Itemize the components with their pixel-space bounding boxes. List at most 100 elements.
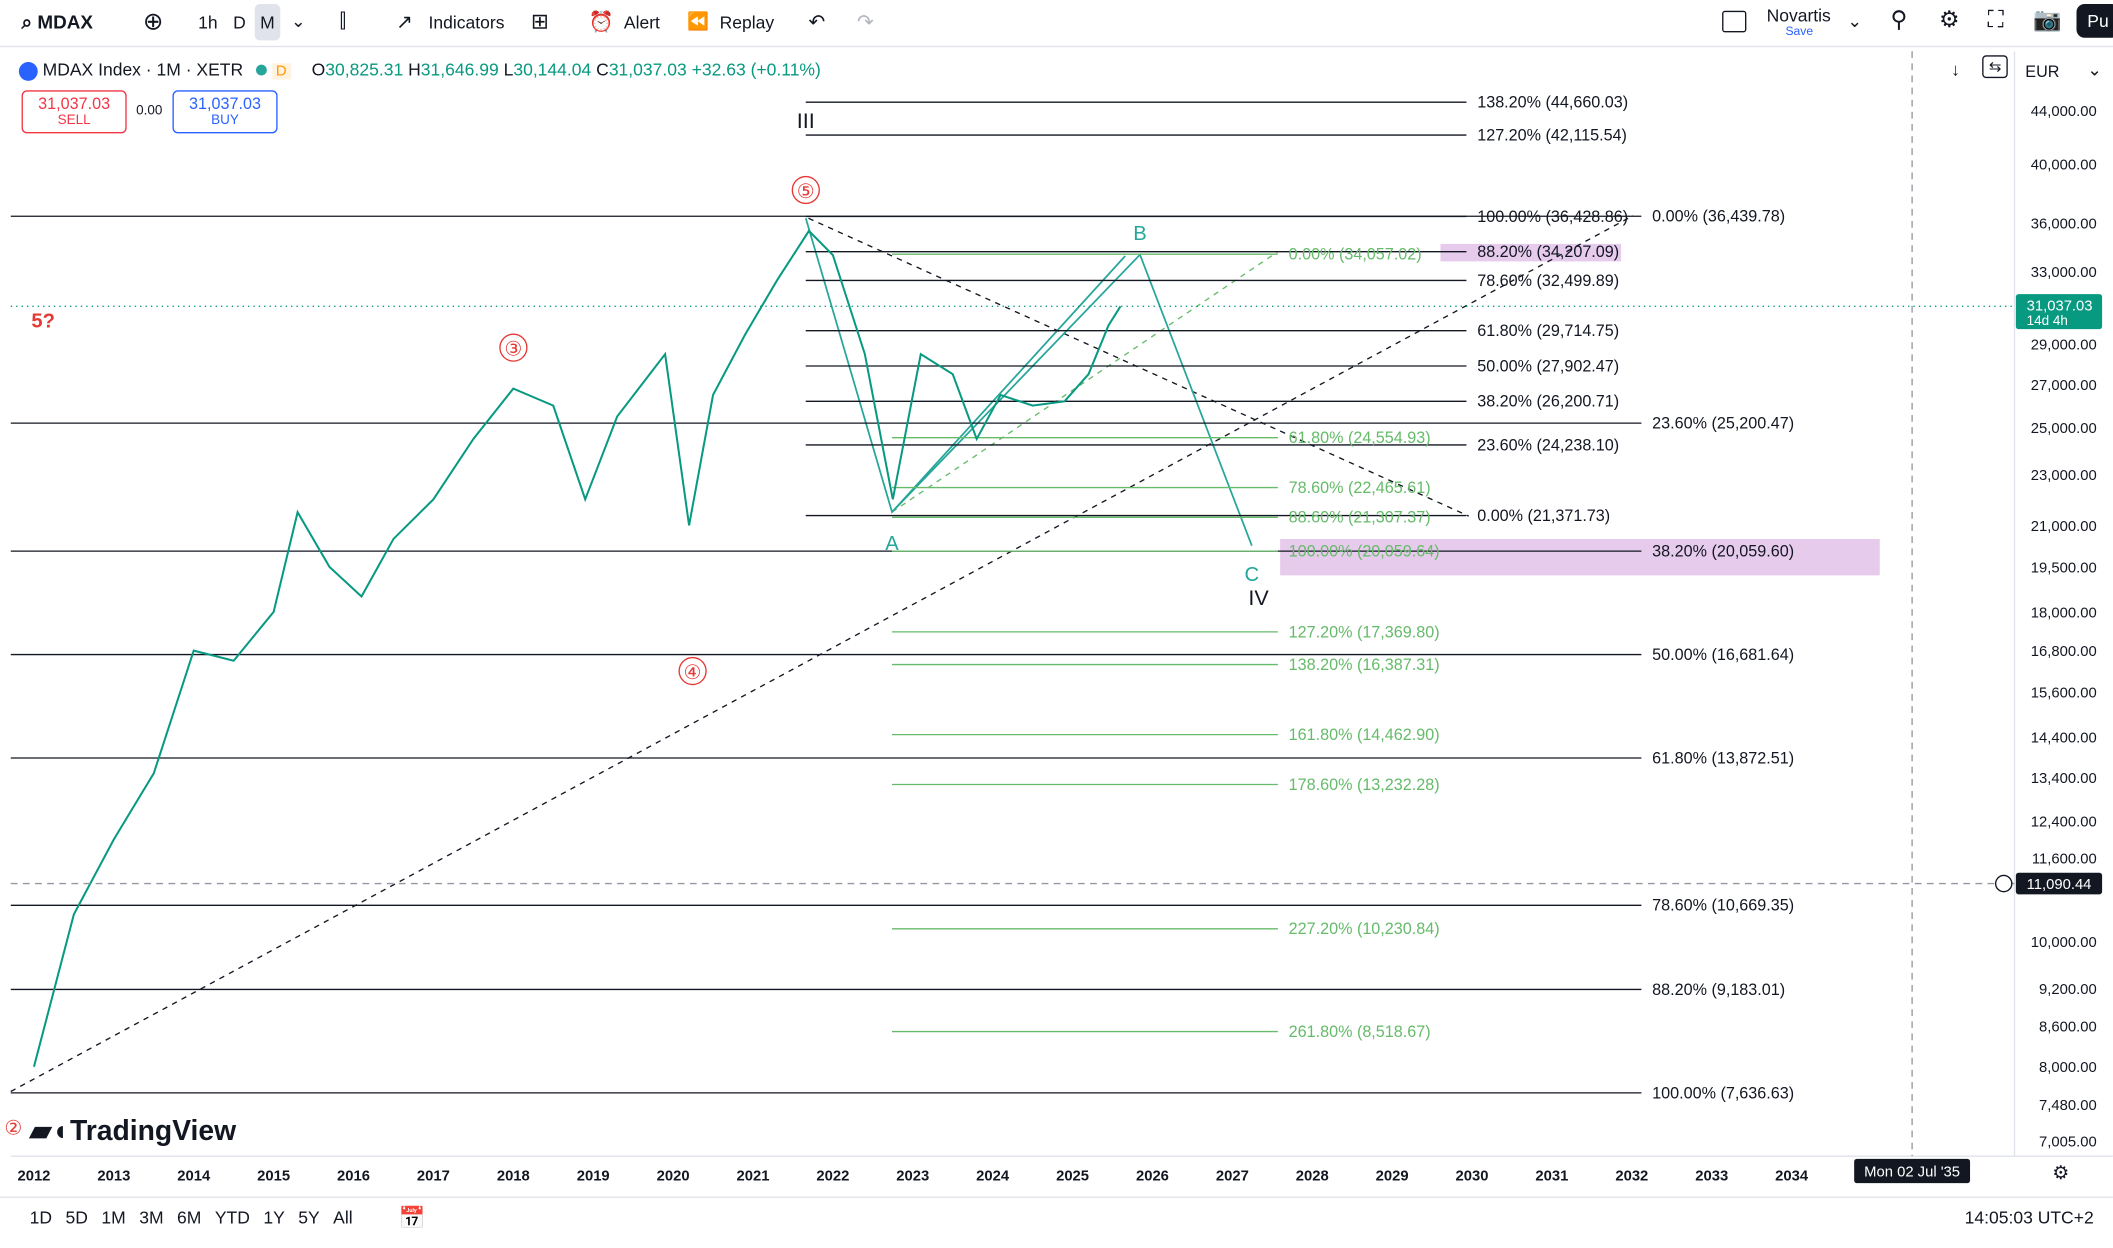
y-tick-label: 27,000.00 xyxy=(2031,378,2097,394)
range-button[interactable]: 6M xyxy=(177,1207,202,1228)
wave-label: C xyxy=(1245,564,1260,586)
sell-button[interactable]: 31,037.03 SELL xyxy=(21,90,127,134)
wave-circle xyxy=(678,656,707,686)
indicators[interactable]: Indicators xyxy=(428,12,505,33)
range-button[interactable]: 1M xyxy=(101,1207,126,1228)
clock: 14:05:03 UTC+2 xyxy=(1964,1207,2094,1228)
snapshot[interactable]: 📷 xyxy=(2033,6,2062,33)
y-tick-label: 29,000.00 xyxy=(2031,338,2097,354)
undo[interactable]: ↶ xyxy=(808,10,826,34)
replay-icon[interactable]: ⏪ xyxy=(687,10,710,31)
range-button[interactable]: All xyxy=(333,1207,353,1228)
ohlc-label: H xyxy=(408,59,421,80)
scroll-down[interactable]: ↓ xyxy=(1951,59,1960,80)
buy-label[interactable]: BUY xyxy=(211,113,239,129)
brand-logo: ▰◖ xyxy=(29,1114,69,1146)
fib-label: 61.80% (13,872.51) xyxy=(1652,749,1794,767)
x-tick-label: 2014 xyxy=(177,1168,211,1184)
alert-icon[interactable]: ⏰ xyxy=(588,10,615,34)
wave-label: ④ xyxy=(684,662,702,684)
range-button[interactable]: 5D xyxy=(65,1207,88,1228)
x-tick-label: 2025 xyxy=(1056,1168,1089,1184)
sell-price[interactable]: 31,037.03 xyxy=(38,94,111,114)
add-symbol[interactable]: ⊕ xyxy=(142,8,164,36)
legend: MDAX Index · 1M · XETR D O30,825.31 H31,… xyxy=(18,59,821,81)
settings[interactable]: ⚙ xyxy=(1939,6,1960,33)
indicators-icon[interactable]: ↗ xyxy=(396,10,414,34)
fib-label: 261.80% (8,518.67) xyxy=(1289,1023,1431,1041)
legend-title: MDAX Index · 1M · XETR xyxy=(42,59,244,80)
y-tick-label: 9,200.00 xyxy=(2039,982,2097,998)
auto-scale[interactable]: ⇆ xyxy=(1982,55,2009,79)
save[interactable]: Save xyxy=(1785,24,1814,38)
redo[interactable]: ↷ xyxy=(857,10,874,34)
symbol-logo xyxy=(18,61,38,81)
y-tick-label: 25,000.00 xyxy=(2031,421,2097,437)
x-tick-label: 2032 xyxy=(1615,1168,1648,1184)
templates[interactable]: ⊞ xyxy=(530,10,549,34)
layout-menu[interactable]: ⌄ xyxy=(1847,10,1863,31)
range-button[interactable]: 5Y xyxy=(298,1207,320,1228)
interval-menu[interactable]: ⌄ xyxy=(291,10,306,31)
buy-button[interactable]: 31,037.03 BUY xyxy=(172,90,278,134)
fib-label: 23.60% (24,238.10) xyxy=(1477,436,1619,454)
range-button[interactable]: 1D xyxy=(29,1207,53,1228)
fib-label: 138.20% (16,387.31) xyxy=(1289,656,1440,674)
fib-label: 127.20% (17,369.80) xyxy=(1289,623,1440,641)
interval[interactable]: 1h xyxy=(198,12,218,33)
trend-line xyxy=(808,217,1470,517)
fib-label: 178.60% (13,232.28) xyxy=(1289,776,1440,794)
fib-label: 138.20% (44,660.03) xyxy=(1477,94,1628,112)
range-button[interactable]: 1Y xyxy=(263,1207,285,1228)
wave-label: ③ xyxy=(504,339,522,361)
ohlc: O30,825.31 H31,646.99 L30,144.04 C31,037… xyxy=(312,59,821,79)
crosshair-add xyxy=(1994,874,2013,893)
x-tick-label: 2012 xyxy=(17,1168,50,1184)
fib-label: 38.20% (26,200.71) xyxy=(1477,393,1619,411)
range-button[interactable]: YTD xyxy=(214,1207,250,1228)
fib-label: 38.20% (20,059.60) xyxy=(1652,543,1794,561)
symbol[interactable]: MDAX xyxy=(37,10,93,33)
buy-price[interactable]: 31,037.03 xyxy=(189,94,261,114)
x-tick-label: 2021 xyxy=(737,1168,770,1184)
x-tick-label: 2027 xyxy=(1216,1168,1249,1184)
interval[interactable]: M xyxy=(254,4,281,41)
fib-label: 127.20% (42,115.54) xyxy=(1477,126,1627,144)
range-button[interactable]: 3M xyxy=(139,1207,164,1228)
fib-label: 61.80% (29,714.75) xyxy=(1477,322,1619,340)
fib-label: 50.00% (27,902.47) xyxy=(1477,357,1619,375)
currency[interactable]: EUR xyxy=(2025,61,2060,81)
wave-circle xyxy=(791,175,820,205)
layout-name[interactable]: Novartis xyxy=(1766,5,1831,26)
y-tick-label: 8,600.00 xyxy=(2039,1020,2097,1036)
currency-menu[interactable]: ⌄ xyxy=(2087,59,2102,80)
ohlc-label: L xyxy=(503,59,514,80)
fib-label: 100.00% (20,059.64) xyxy=(1289,543,1440,561)
y-tick-label: 7,480.00 xyxy=(2039,1098,2097,1114)
y-tick-label: 40,000.00 xyxy=(2031,157,2097,173)
fullscreen[interactable]: ⛶ xyxy=(1987,6,2004,33)
wave-channel xyxy=(891,255,1126,513)
x-tick-label: 2028 xyxy=(1296,1168,1329,1184)
go-to-date[interactable]: 📅 xyxy=(398,1207,426,1231)
fib-label: 78.60% (22,465.61) xyxy=(1289,479,1431,497)
y-tick-label: 19,500.00 xyxy=(2031,560,2097,576)
symbol-search[interactable]: ⌕ MDAX xyxy=(21,10,93,33)
quick-search[interactable]: ⚲ xyxy=(1890,6,1908,33)
wave-label: B xyxy=(1133,223,1146,245)
y-tick-label: 18,000.00 xyxy=(2031,605,2097,621)
x-tick-label: 2017 xyxy=(417,1168,450,1184)
publish[interactable]: Pu xyxy=(2076,4,2113,38)
replay[interactable]: Replay xyxy=(719,12,775,33)
chart-type[interactable]: ⫿ xyxy=(339,9,347,33)
axis-settings[interactable]: ⚙ xyxy=(2052,1161,2070,1184)
layout-icon[interactable] xyxy=(1722,10,1747,33)
crosshair-price: 11,090.44 xyxy=(2027,877,2092,893)
sell-label[interactable]: SELL xyxy=(57,113,91,129)
alert[interactable]: Alert xyxy=(623,12,660,33)
interval[interactable]: D xyxy=(233,12,246,33)
fib-label: 0.00% (34,057.02) xyxy=(1289,246,1422,264)
brand: TradingView xyxy=(70,1114,237,1146)
x-tick-label: 2013 xyxy=(97,1168,130,1184)
